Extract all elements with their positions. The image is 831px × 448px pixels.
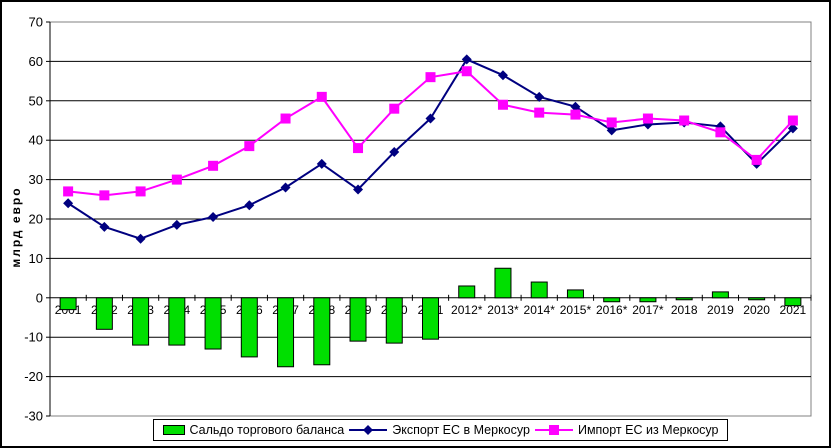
square-marker-icon [679,115,690,126]
y-axis-tick-label: 0 [36,290,43,305]
square-marker-icon [171,174,182,185]
balance-bar [59,297,77,311]
balance-bar [675,297,693,301]
diamond-marker-icon [606,125,617,136]
square-marker-icon [316,91,327,102]
bar-swatch-icon [162,425,185,435]
square-marker-icon [642,113,653,124]
x-axis-category-label: 2021 [780,303,807,317]
y-axis-tick-label: 30 [29,172,43,187]
balance-bar [784,297,802,307]
y-axis-tick-label: 50 [29,93,43,108]
square-marker-icon [787,115,798,126]
legend-label-import: Импорт ЕС из Меркосур [577,423,719,437]
diamond-marker-icon [63,198,74,209]
square-marker-icon [280,113,291,124]
balance-bar [458,285,476,299]
diamond-marker-icon [316,158,327,169]
balance-bar [168,297,186,346]
legend-item-export: Экспорт ЕС в Меркосур [349,423,530,437]
square-marker-icon [99,190,110,201]
square-marker-icon [534,107,545,118]
square-marker-icon [389,103,400,114]
x-axis-category-label: 2014* [524,303,556,317]
legend: Сальдо торгового баланса Экспорт ЕС в Ме… [152,419,729,441]
diamond-marker-icon [135,233,146,244]
y-axis-tick-label: 40 [29,133,43,148]
square-marker-icon [751,154,762,165]
balance-bar [349,297,367,342]
balance-bar [494,267,512,299]
square-marker-icon [425,72,436,83]
y-axis-tick-label: -10 [24,330,43,345]
square-marker-icon [606,117,617,128]
y-axis-tick-label: 10 [29,251,43,266]
y-axis-tick-label: -30 [24,409,43,424]
legend-item-balance: Сальдо торгового баланса [162,423,345,437]
x-axis-category-label: 2020 [743,303,770,317]
diamond-marker-icon [99,221,110,232]
balance-bar [566,289,584,299]
legend-item-import: Импорт ЕС из Меркосур [534,423,719,437]
legend-label-balance: Сальдо торгового баланса [189,423,345,437]
line-square-swatch-icon [534,425,573,435]
balance-bar [422,297,439,340]
y-axis-tick-label: 70 [29,15,43,30]
balance-bar [277,297,295,368]
square-marker-icon [715,127,726,138]
diamond-marker-icon [425,113,436,124]
diamond-marker-icon [208,212,219,223]
square-marker-icon [208,160,219,171]
diamond-marker-icon [461,54,472,65]
line-diamond-swatch-icon [349,425,388,435]
balance-bar [204,297,222,350]
x-axis-category-label: 2018 [671,303,698,317]
legend-label-export: Экспорт ЕС в Меркосур [392,423,530,437]
diamond-marker-icon [171,219,182,230]
x-axis-category-label: 2013* [487,303,519,317]
square-marker-icon [244,141,255,152]
balance-bar [603,297,621,303]
x-axis-category-label: 2017* [632,303,664,317]
x-axis-category-label: 2016* [596,303,628,317]
balance-bar [639,297,657,303]
y-axis-tick-label: -20 [24,369,43,384]
diamond-marker-icon [787,123,798,134]
x-axis-category-label: 2012* [451,303,483,317]
balance-bar [530,281,548,299]
square-marker-icon [461,66,472,77]
diamond-marker-icon [497,70,508,81]
balance-bar [95,297,113,330]
square-marker-icon [353,143,364,154]
x-axis-category-label: 2019 [707,303,734,317]
square-marker-icon [497,99,508,110]
square-marker-icon [570,109,581,120]
diamond-marker-icon [363,425,374,435]
diamond-marker-icon [389,147,400,158]
balance-bar [385,297,403,344]
diamond-marker-icon [353,184,364,195]
balance-bar [711,291,729,299]
square-marker-icon [548,425,559,435]
diamond-marker-icon [570,101,581,112]
square-marker-icon [63,186,74,197]
diamond-marker-icon [280,182,291,193]
balance-bar [313,297,331,366]
balance-bar [748,297,766,301]
y-axis-tick-label: 20 [29,212,43,227]
diamond-marker-icon [244,200,255,211]
balance-bar [132,297,150,346]
diamond-marker-icon [534,91,545,102]
x-axis-category-label: 2015* [560,303,592,317]
square-marker-icon [135,186,146,197]
balance-bar [240,297,258,358]
y-axis-tick-label: 60 [29,54,43,69]
